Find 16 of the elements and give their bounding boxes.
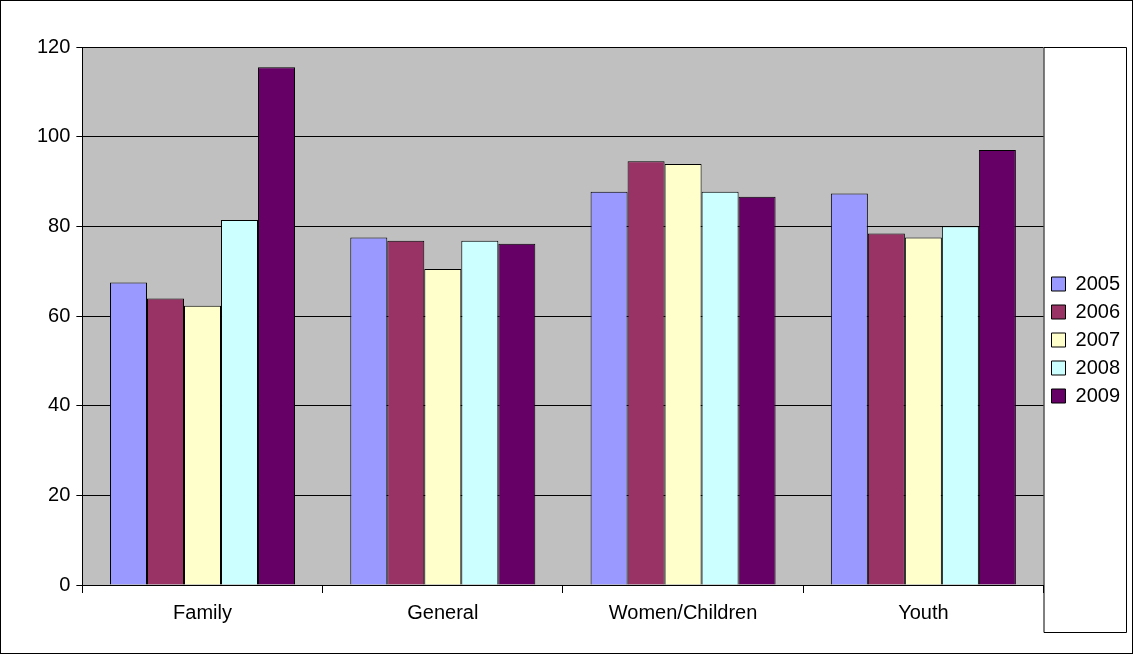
y-tick-label: 20 [48, 482, 71, 505]
legend-label: 2009 [1075, 383, 1121, 406]
legend-label: 2008 [1075, 355, 1121, 378]
y-tick-label: 100 [36, 124, 71, 147]
x-tick-label: Youth [898, 600, 949, 623]
y-tick-label: 120 [36, 34, 71, 57]
x-tick-label: Family [173, 600, 232, 623]
legend-label: 2006 [1075, 299, 1121, 322]
y-tick-label: 80 [48, 213, 71, 236]
y-tick-label: 40 [48, 393, 71, 416]
y-tick-label: 0 [59, 572, 71, 595]
legend-label: 2005 [1075, 271, 1121, 294]
y-tick-label: 60 [48, 303, 71, 326]
legend-label: 2007 [1075, 327, 1121, 350]
x-tick-label: Women/Children [608, 600, 758, 623]
x-tick-label: General [407, 600, 479, 623]
